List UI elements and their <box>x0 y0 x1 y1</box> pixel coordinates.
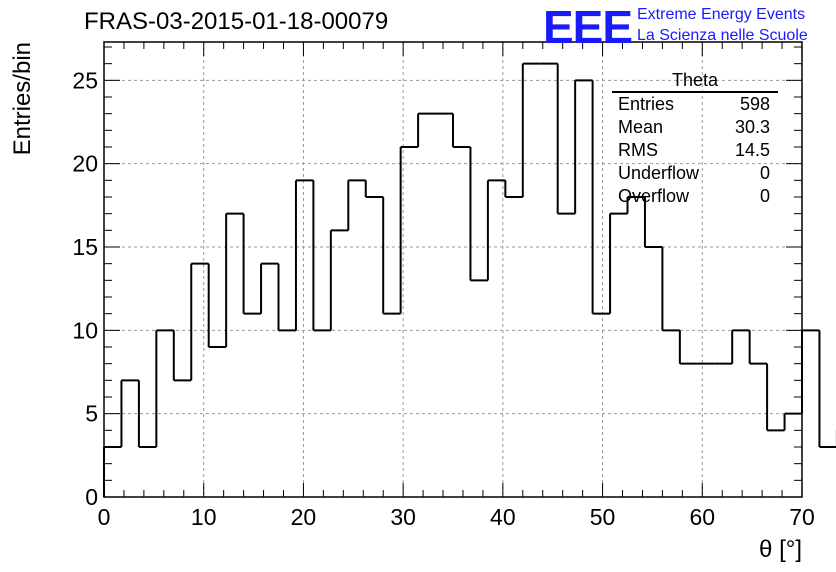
x-tick-label: 10 <box>191 504 217 530</box>
stats-title: Theta <box>612 70 778 93</box>
y-tick-label: 25 <box>72 67 98 93</box>
stats-row-rms: RMS 14.5 <box>612 139 778 162</box>
y-tick-label: 15 <box>72 234 98 260</box>
y-tick-label: 20 <box>72 151 98 177</box>
logo-caption: Extreme Energy Events La Scienza nelle S… <box>637 4 808 46</box>
x-tick-label: 40 <box>490 504 516 530</box>
stats-label: Overflow <box>618 186 690 206</box>
plot-frame <box>103 41 803 498</box>
eee-logo: EEE <box>543 1 633 53</box>
chart-title: FRAS-03-2015-01-18-00079 <box>84 8 389 35</box>
x-tick-label: 70 <box>789 504 815 530</box>
stats-row-entries: Entries 598 <box>612 93 778 116</box>
stats-box: Theta Entries 598 Mean 30.3 RMS 14.5 Und… <box>612 70 778 208</box>
stats-label: Entries <box>618 94 675 114</box>
x-axis-label: θ [°] <box>759 536 802 563</box>
y-tick-label: 0 <box>85 484 98 510</box>
logo-caption-line2: La Scienza nelle Scuole <box>637 27 808 44</box>
x-tick-label: 50 <box>590 504 616 530</box>
y-axis-label: Entries/bin <box>9 42 36 155</box>
stats-row-mean: Mean 30.3 <box>612 116 778 139</box>
x-tick-label: 0 <box>98 504 111 530</box>
stats-value: 0 <box>759 163 770 183</box>
stats-row-underflow: Underflow 0 <box>612 162 778 185</box>
x-tick-label: 60 <box>689 504 715 530</box>
x-tick-label: 20 <box>291 504 317 530</box>
y-tick-label: 10 <box>72 317 98 343</box>
stats-label: Mean <box>618 117 664 137</box>
x-tick-label: 30 <box>390 504 416 530</box>
stats-value: 30.3 <box>734 117 770 137</box>
logo-caption-line1: Extreme Energy Events <box>637 6 806 23</box>
stats-value: 598 <box>739 94 770 114</box>
stats-label: Underflow <box>618 163 700 183</box>
stats-label: RMS <box>618 140 658 160</box>
stats-value: 0 <box>759 186 770 206</box>
stats-row-overflow: Overflow 0 <box>612 185 778 208</box>
y-tick-label: 5 <box>85 401 98 427</box>
stats-value: 14.5 <box>734 140 770 160</box>
